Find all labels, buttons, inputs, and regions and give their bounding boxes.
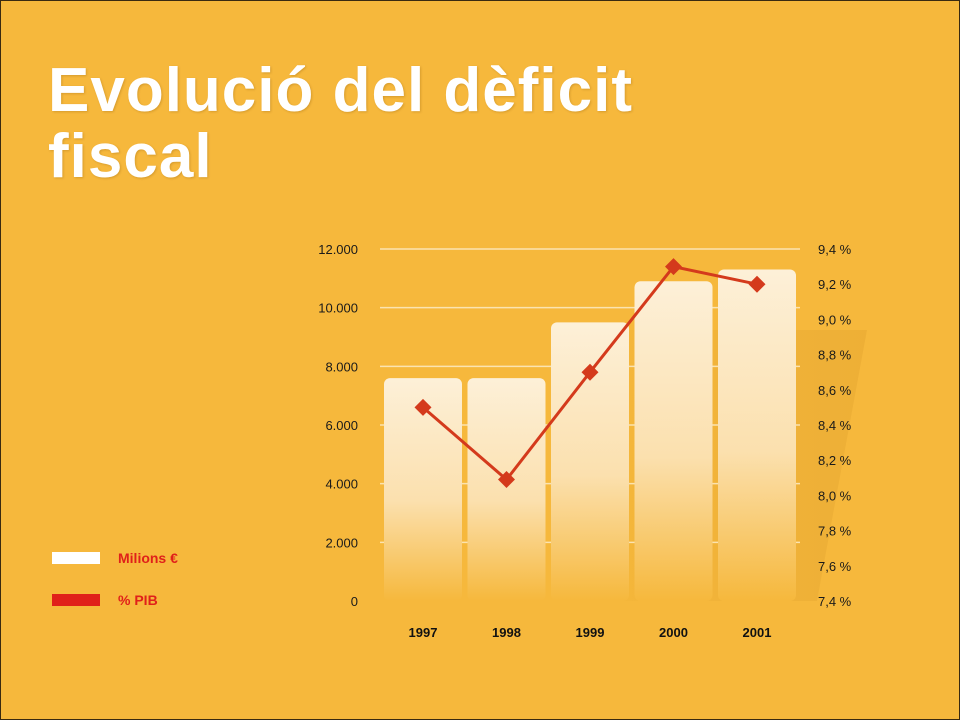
category-label: 1998 [492,625,521,640]
pib-point [414,398,432,416]
left-tick-label: 0 [351,594,358,609]
category-label: 1999 [576,625,605,640]
left-axis: 0 2.000 4.000 6.000 8.000 10.000 12.000 [318,242,358,609]
legend: Milions € % PIB [52,548,178,632]
legend-item-milions: Milions € [52,548,178,568]
right-tick-label: 7,6 % [818,559,852,574]
legend-label-milions: Milions € [118,550,178,566]
right-tick-label: 9,0 % [818,312,852,327]
pib-point [498,471,515,489]
left-tick-label: 8.000 [325,359,358,374]
left-tick-label: 12.000 [318,242,358,257]
bar [467,378,546,601]
bar [718,269,796,601]
legend-swatch-pib [52,594,100,606]
bar [551,322,629,601]
category-label: 2001 [743,625,772,640]
right-tick-label: 8,8 % [818,348,852,363]
right-tick-label: 9,2 % [818,277,852,292]
right-tick-label: 8,0 % [818,488,852,503]
category-label: 2000 [659,625,688,640]
left-tick-label: 2.000 [325,535,358,550]
category-label: 1997 [409,625,438,640]
legend-item-pib: % PIB [52,590,178,610]
right-tick-label: 8,4 % [818,418,852,433]
right-tick-label: 7,4 % [818,594,852,609]
pib-point [748,275,766,293]
right-tick-label: 9,4 % [818,242,852,257]
left-tick-label: 6.000 [325,418,358,433]
bar [384,378,462,601]
legend-swatch-milions [52,552,100,564]
bar-layer [384,269,796,601]
legend-label-pib: % PIB [118,592,158,608]
pib-point [665,258,682,276]
left-tick-label: 10.000 [318,301,358,316]
left-tick-label: 4.000 [325,477,358,492]
right-axis: 7,4 % 7,6 % 7,8 % 8,0 % 8,2 % 8,4 % 8,6 % 8,8 %… [818,242,852,609]
bar [634,281,713,601]
line-layer [414,258,766,489]
pib-point [581,363,599,381]
right-tick-label: 8,2 % [818,453,852,468]
category-axis: 1997 1998 1999 2000 2001 [409,625,772,640]
right-tick-label: 8,6 % [818,383,852,398]
right-tick-label: 7,8 % [818,524,852,539]
slide-title: Evolució del dèficit fiscal [48,56,633,191]
